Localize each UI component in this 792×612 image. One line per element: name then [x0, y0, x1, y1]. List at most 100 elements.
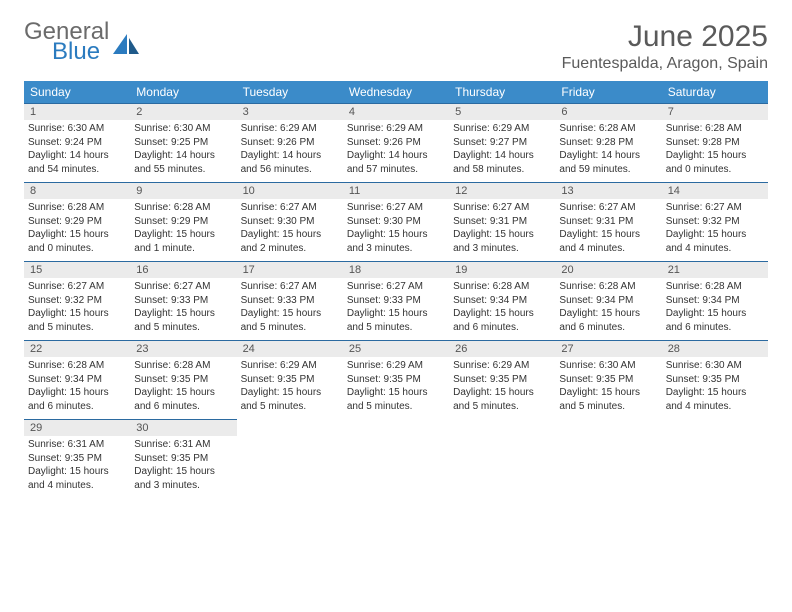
daylight-line1: Daylight: 14 hours — [241, 149, 339, 163]
daylight-line1: Daylight: 15 hours — [134, 228, 232, 242]
day-details: Sunrise: 6:27 AMSunset: 9:30 PMDaylight:… — [343, 201, 449, 261]
sunrise-line: Sunrise: 6:31 AM — [134, 438, 232, 452]
day-cell: 7Sunrise: 6:28 AMSunset: 9:28 PMDaylight… — [662, 103, 768, 182]
daylight-line2: and 6 minutes. — [28, 400, 126, 414]
sail-icon — [113, 34, 139, 54]
sunset-line: Sunset: 9:33 PM — [241, 294, 339, 308]
daylight-line1: Daylight: 15 hours — [666, 307, 764, 321]
daylight-line1: Daylight: 15 hours — [241, 307, 339, 321]
sunrise-line: Sunrise: 6:27 AM — [134, 280, 232, 294]
sunset-line: Sunset: 9:24 PM — [28, 136, 126, 150]
daylight-line1: Daylight: 15 hours — [134, 465, 232, 479]
day-cell: 13Sunrise: 6:27 AMSunset: 9:31 PMDayligh… — [555, 182, 661, 261]
daylight-line2: and 54 minutes. — [28, 163, 126, 177]
day-cell — [555, 419, 661, 498]
sunrise-line: Sunrise: 6:27 AM — [559, 201, 657, 215]
sunset-line: Sunset: 9:35 PM — [134, 373, 232, 387]
sunset-line: Sunset: 9:35 PM — [453, 373, 551, 387]
sunset-line: Sunset: 9:35 PM — [134, 452, 232, 466]
sunrise-line: Sunrise: 6:28 AM — [666, 280, 764, 294]
day-cell: 12Sunrise: 6:27 AMSunset: 9:31 PMDayligh… — [449, 182, 555, 261]
day-number: 18 — [343, 261, 449, 278]
day-number: 12 — [449, 182, 555, 199]
sunset-line: Sunset: 9:26 PM — [347, 136, 445, 150]
week-row: 22Sunrise: 6:28 AMSunset: 9:34 PMDayligh… — [24, 340, 768, 419]
day-cell: 21Sunrise: 6:28 AMSunset: 9:34 PMDayligh… — [662, 261, 768, 340]
month-title: June 2025 — [562, 20, 768, 53]
day-details: Sunrise: 6:27 AMSunset: 9:30 PMDaylight:… — [237, 201, 343, 261]
day-cell: 22Sunrise: 6:28 AMSunset: 9:34 PMDayligh… — [24, 340, 130, 419]
day-cell: 9Sunrise: 6:28 AMSunset: 9:29 PMDaylight… — [130, 182, 236, 261]
daylight-line2: and 4 minutes. — [666, 242, 764, 256]
sunrise-line: Sunrise: 6:29 AM — [453, 122, 551, 136]
daylight-line1: Daylight: 15 hours — [347, 228, 445, 242]
day-number: 15 — [24, 261, 130, 278]
day-number: 8 — [24, 182, 130, 199]
day-cell: 27Sunrise: 6:30 AMSunset: 9:35 PMDayligh… — [555, 340, 661, 419]
sunrise-line: Sunrise: 6:29 AM — [241, 122, 339, 136]
day-number: 14 — [662, 182, 768, 199]
day-cell — [449, 419, 555, 498]
day-cell: 2Sunrise: 6:30 AMSunset: 9:25 PMDaylight… — [130, 103, 236, 182]
sunset-line: Sunset: 9:32 PM — [28, 294, 126, 308]
sunrise-line: Sunrise: 6:29 AM — [347, 359, 445, 373]
daylight-line1: Daylight: 15 hours — [28, 228, 126, 242]
sunrise-line: Sunrise: 6:29 AM — [241, 359, 339, 373]
day-number: 7 — [662, 103, 768, 120]
sunrise-line: Sunrise: 6:27 AM — [241, 201, 339, 215]
sunset-line: Sunset: 9:28 PM — [666, 136, 764, 150]
sunset-line: Sunset: 9:35 PM — [241, 373, 339, 387]
day-details: Sunrise: 6:29 AMSunset: 9:26 PMDaylight:… — [343, 122, 449, 182]
daylight-line2: and 5 minutes. — [347, 400, 445, 414]
day-cell: 5 Sunrise: 6:29 AMSunset: 9:27 PMDaylight… — [449, 103, 555, 182]
sunrise-line: Sunrise: 6:27 AM — [453, 201, 551, 215]
day-number: 25 — [343, 340, 449, 357]
day-details: Sunrise: 6:27 AMSunset: 9:33 PMDaylight:… — [237, 280, 343, 340]
sunrise-line: Sunrise: 6:28 AM — [134, 359, 232, 373]
sunrise-line: Sunrise: 6:28 AM — [453, 280, 551, 294]
daylight-line2: and 3 minutes. — [134, 479, 232, 493]
sunrise-line: Sunrise: 6:28 AM — [28, 359, 126, 373]
day-details: Sunrise: 6:27 AMSunset: 9:31 PMDaylight:… — [555, 201, 661, 261]
day-details: Sunrise: 6:28 AMSunset: 9:29 PMDaylight:… — [24, 201, 130, 261]
daylight-line1: Daylight: 15 hours — [28, 307, 126, 321]
day-details: Sunrise: 6:27 AMSunset: 9:33 PMDaylight:… — [130, 280, 236, 340]
sunset-line: Sunset: 9:35 PM — [347, 373, 445, 387]
daylight-line1: Daylight: 15 hours — [559, 307, 657, 321]
day-number: 30 — [130, 419, 236, 436]
daylight-line2: and 58 minutes. — [453, 163, 551, 177]
sunset-line: Sunset: 9:33 PM — [134, 294, 232, 308]
daylight-line2: and 0 minutes. — [666, 163, 764, 177]
day-cell — [343, 419, 449, 498]
day-number: 27 — [555, 340, 661, 357]
day-cell: 20Sunrise: 6:28 AMSunset: 9:34 PMDayligh… — [555, 261, 661, 340]
day-number: 9 — [130, 182, 236, 199]
daylight-line1: Daylight: 15 hours — [559, 386, 657, 400]
day-details: Sunrise: 6:28 AMSunset: 9:34 PMDaylight:… — [24, 359, 130, 419]
day-number: 5 — [449, 103, 555, 120]
day-details: Sunrise: 6:29 AMSunset: 9:35 PMDaylight:… — [343, 359, 449, 419]
daylight-line1: Daylight: 15 hours — [347, 307, 445, 321]
page-header: General Blue June 2025 Fuentespalda, Ara… — [24, 20, 768, 73]
day-details: Sunrise: 6:28 AMSunset: 9:34 PMDaylight:… — [662, 280, 768, 340]
daylight-line2: and 5 minutes. — [347, 321, 445, 335]
day-number: 10 — [237, 182, 343, 199]
daylight-line1: Daylight: 14 hours — [28, 149, 126, 163]
sunset-line: Sunset: 9:27 PM — [453, 136, 551, 150]
day-details: Sunrise: 6:30 AMSunset: 9:25 PMDaylight:… — [130, 122, 236, 182]
day-number: 26 — [449, 340, 555, 357]
sunset-line: Sunset: 9:29 PM — [134, 215, 232, 229]
day-details: Sunrise: 6:30 AMSunset: 9:35 PMDaylight:… — [662, 359, 768, 419]
day-cell: 11Sunrise: 6:27 AMSunset: 9:30 PMDayligh… — [343, 182, 449, 261]
daylight-line1: Daylight: 15 hours — [241, 386, 339, 400]
day-number: 3 — [237, 103, 343, 120]
daylight-line1: Daylight: 14 hours — [453, 149, 551, 163]
daylight-line1: Daylight: 14 hours — [559, 149, 657, 163]
daylight-line1: Daylight: 14 hours — [134, 149, 232, 163]
sunset-line: Sunset: 9:29 PM — [28, 215, 126, 229]
sunrise-line: Sunrise: 6:27 AM — [347, 201, 445, 215]
day-header: Saturday — [662, 81, 768, 103]
day-details: Sunrise: 6:28 AMSunset: 9:35 PMDaylight:… — [130, 359, 236, 419]
sunrise-line: Sunrise: 6:27 AM — [347, 280, 445, 294]
daylight-line2: and 55 minutes. — [134, 163, 232, 177]
